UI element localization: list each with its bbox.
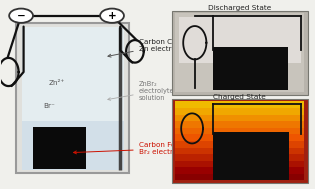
Bar	[175, 114, 304, 121]
Bar	[22, 27, 123, 121]
Text: ZnBr₂
electrolyte
solution: ZnBr₂ electrolyte solution	[108, 81, 174, 101]
Bar	[175, 174, 304, 180]
Bar	[175, 154, 304, 161]
Bar	[175, 13, 304, 92]
Bar	[213, 46, 288, 90]
Bar	[179, 17, 301, 63]
Bar	[175, 141, 304, 148]
Bar	[175, 127, 304, 134]
Text: Zn²⁺: Zn²⁺	[49, 80, 65, 86]
Text: Carbon Foam
Br₂ electrode: Carbon Foam Br₂ electrode	[73, 142, 186, 155]
Bar	[172, 11, 308, 94]
Bar	[213, 132, 289, 180]
Text: −: −	[17, 11, 26, 21]
Bar	[172, 99, 308, 183]
Text: Discharged State: Discharged State	[208, 5, 271, 11]
Bar	[175, 108, 304, 115]
Text: Charged State: Charged State	[213, 94, 266, 100]
Text: +: +	[108, 11, 117, 21]
Bar	[22, 121, 123, 170]
Bar	[175, 121, 304, 128]
Bar	[175, 101, 304, 108]
Bar	[175, 160, 304, 167]
Circle shape	[100, 9, 124, 23]
Bar	[175, 134, 304, 141]
Bar	[175, 147, 304, 154]
Bar	[33, 127, 86, 169]
Text: Carbon Cloth
Zn electrode: Carbon Cloth Zn electrode	[108, 39, 186, 57]
Bar	[16, 23, 129, 173]
Circle shape	[9, 9, 33, 23]
Bar	[175, 167, 304, 174]
Text: Br⁻: Br⁻	[43, 103, 55, 109]
Bar	[22, 27, 123, 170]
